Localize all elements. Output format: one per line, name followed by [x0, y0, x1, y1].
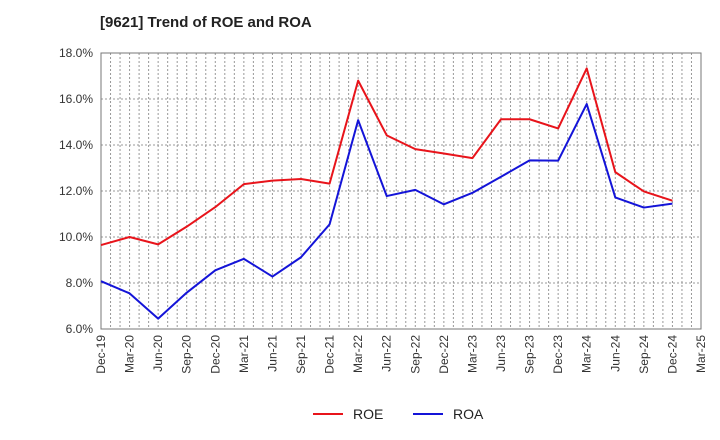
- legend: ROE ROA: [313, 406, 484, 422]
- x-tick-label: Sep-24: [637, 335, 651, 374]
- grid-lines: [101, 53, 701, 329]
- y-tick-label: 16.0%: [59, 92, 93, 106]
- x-tick-label: Jun-20: [151, 335, 165, 372]
- x-tick-label: Jun-22: [380, 335, 394, 372]
- x-axis-ticks: Dec-19 Mar-20 Jun-20 Sep-20 Dec-20 Mar-21 Jun-…: [94, 335, 708, 374]
- y-tick-label: 14.0%: [59, 138, 93, 152]
- plot-area: [100, 52, 702, 330]
- x-tick-label: Sep-23: [523, 335, 537, 374]
- y-tick-label: 6.0%: [66, 322, 94, 336]
- x-tick-label: Dec-23: [551, 335, 565, 374]
- x-tick-label: Dec-22: [437, 335, 451, 374]
- x-tick-label: Jun-24: [608, 335, 622, 372]
- series-lines: [100, 67, 673, 320]
- x-tick-label: Sep-21: [294, 335, 308, 374]
- legend-label-roa: ROA: [453, 406, 484, 422]
- x-tick-label: Mar-20: [123, 335, 137, 373]
- x-tick-label: Mar-24: [580, 335, 594, 373]
- y-tick-label: 12.0%: [59, 184, 93, 198]
- x-tick-label: Sep-22: [408, 335, 422, 374]
- x-tick-label: Jun-21: [265, 335, 279, 372]
- x-tick-label: Mar-22: [351, 335, 365, 373]
- x-tick-label: Sep-20: [180, 335, 194, 374]
- x-tick-label: Mar-21: [237, 335, 251, 373]
- series-line-roa: [100, 103, 673, 320]
- x-tick-label: Mar-25: [694, 335, 708, 373]
- y-tick-label: 18.0%: [59, 46, 93, 60]
- y-tick-label: 10.0%: [59, 230, 93, 244]
- legend-label-roe: ROE: [353, 406, 383, 422]
- y-tick-label: 8.0%: [66, 276, 94, 290]
- x-tick-label: Jun-23: [494, 335, 508, 372]
- y-axis-ticks: 6.0% 8.0% 10.0% 12.0% 14.0% 16.0% 18.0%: [59, 46, 93, 336]
- series-line-roe: [100, 67, 673, 247]
- x-tick-label: Dec-19: [94, 335, 108, 374]
- x-tick-label: Dec-24: [665, 335, 679, 374]
- x-tick-label: Dec-21: [323, 335, 337, 374]
- chart-title: [9621] Trend of ROE and ROA: [100, 14, 312, 31]
- x-tick-label: Mar-23: [465, 335, 479, 373]
- x-tick-label: Dec-20: [208, 335, 222, 374]
